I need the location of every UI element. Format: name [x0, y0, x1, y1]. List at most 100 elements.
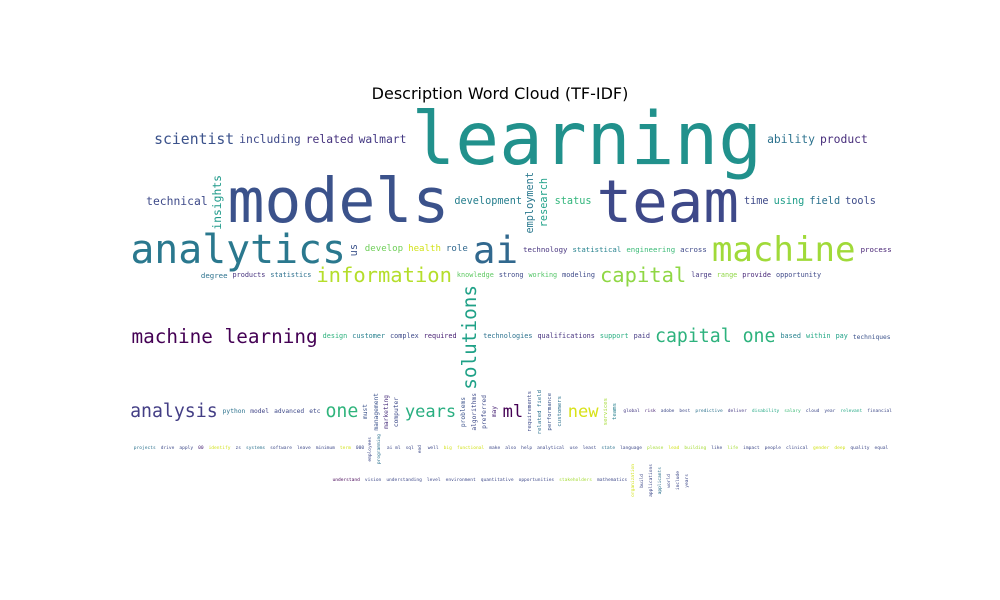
cloud-word: best — [679, 408, 691, 414]
cloud-word: sql — [405, 446, 414, 452]
cloud-word: advanced — [274, 408, 305, 416]
cloud-word: people — [764, 446, 782, 452]
cloud-word: techniques — [852, 333, 891, 341]
cloud-word: predictive — [695, 408, 723, 414]
cloud-word: understanding — [386, 477, 422, 483]
cloud-word: develop — [364, 244, 404, 255]
cloud-word: time — [743, 195, 769, 207]
cloud-word: software — [270, 446, 293, 452]
cloud-word: please — [646, 446, 664, 452]
cloud-word: based — [780, 332, 801, 341]
cloud-word: salary — [784, 408, 801, 414]
cloud-word: requirements — [527, 391, 534, 433]
cloud-word: teams — [612, 403, 619, 421]
cloud-word: also — [505, 446, 517, 452]
cloud-word: tools — [845, 195, 876, 207]
cloud-word: working — [528, 271, 558, 280]
cloud-word: life — [727, 446, 739, 452]
cloud-word: equal — [874, 446, 889, 452]
cloud-word: organization — [631, 464, 637, 498]
cloud-word: ml — [502, 401, 524, 422]
cloud-word: 000 — [355, 446, 365, 452]
cloud-word: minimum — [315, 446, 335, 452]
cloud-word: management — [372, 393, 380, 431]
cloud-word: quantitative — [480, 477, 514, 483]
cloud-word: help — [521, 446, 533, 452]
cloud-word: risk — [644, 408, 656, 414]
cloud-word: state — [601, 446, 616, 452]
cloud-word: engineering — [626, 245, 676, 255]
cloud-word: qualifications — [537, 332, 595, 341]
cloud-word: ai — [472, 228, 519, 273]
cloud-word: one — [325, 401, 359, 423]
cloud-word: relevant — [840, 408, 863, 414]
cloud-word: walmart — [358, 132, 407, 147]
cloud-word: end — [417, 445, 423, 454]
cloud-word: model — [250, 408, 270, 416]
cloud-word: well — [427, 446, 439, 452]
cloud-word: product — [819, 132, 868, 147]
cloud-word: apply — [179, 446, 194, 452]
cloud-word: insights — [209, 174, 224, 230]
cloud-word: financial — [867, 408, 892, 414]
cloud-word: etc — [309, 408, 321, 416]
cloud-word: build — [640, 473, 646, 488]
cloud-word: statistical — [572, 245, 622, 255]
cloud-word: clinical — [786, 446, 808, 452]
cloud-word: building — [684, 446, 707, 452]
cloud-word: team — [596, 166, 739, 236]
cloud-word: years — [404, 401, 457, 422]
cloud-word: strong — [498, 271, 524, 280]
cloud-word: status — [554, 195, 592, 207]
cloud-word: design — [322, 332, 348, 341]
cloud-word: ability — [767, 132, 815, 147]
cloud-word: customer — [352, 332, 386, 341]
cloud-word: including — [239, 132, 301, 147]
cloud-word: process — [860, 245, 892, 255]
cloud-word: customers — [556, 396, 563, 428]
cloud-word: complex — [390, 332, 419, 341]
cloud-word: cloud — [805, 408, 820, 414]
cloud-word: performance — [546, 393, 553, 431]
cloud-word: zs — [235, 446, 241, 452]
cloud-word: deliver — [727, 408, 747, 414]
cloud-word: field — [809, 195, 841, 207]
cloud-word: applications — [648, 464, 654, 498]
cloud-word: pay — [835, 332, 848, 341]
cloud-word: analytics — [130, 227, 346, 274]
cloud-word: understand — [332, 477, 360, 483]
cloud-word: opportunity — [776, 271, 822, 280]
cloud-word: related — [305, 132, 354, 147]
cloud-word: mathematics — [597, 477, 628, 483]
cloud-word: 00 — [198, 446, 204, 452]
cloud-word: paid — [633, 332, 650, 341]
cloud-word: marketing — [383, 394, 391, 429]
cloud-word: employees — [368, 436, 374, 462]
cloud-word: research — [538, 177, 550, 227]
cloud-word: lead — [668, 446, 680, 452]
cloud-word: related field — [537, 389, 544, 435]
cloud-word: technical — [146, 194, 208, 209]
cloud-word: range — [716, 271, 738, 280]
cloud-word: provide — [742, 271, 771, 280]
cloud-word: machine learning — [131, 324, 318, 348]
cloud-word: impact — [743, 446, 760, 452]
cloud-word: deep — [834, 446, 846, 452]
cloud-word: problems — [460, 396, 468, 427]
cloud-word: adobe — [660, 408, 675, 414]
cloud-word: employment — [525, 171, 537, 234]
cloud-word: least — [582, 446, 597, 452]
cloud-word: projects — [133, 446, 156, 452]
cloud-word: capital one — [655, 326, 776, 348]
cloud-word: make — [489, 446, 501, 452]
cloud-word: global — [623, 408, 640, 414]
cloud-word: new — [567, 401, 599, 422]
cloud-word: scientist — [154, 130, 235, 148]
cloud-word: required — [423, 332, 457, 341]
cloud-word: use — [569, 446, 578, 452]
cloud-word: level — [426, 477, 441, 483]
cloud-word: functional — [456, 446, 485, 452]
cloud-word: using — [773, 195, 805, 207]
cloud-word: disability — [751, 408, 780, 414]
cloud-word: degree — [200, 270, 228, 280]
